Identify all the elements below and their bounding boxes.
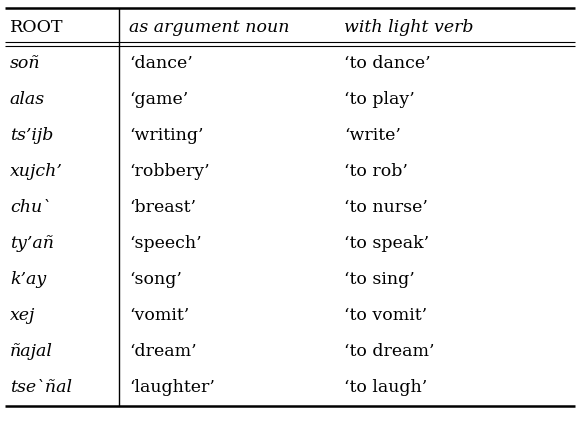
Text: alas: alas bbox=[10, 91, 45, 109]
Text: ‘writing’: ‘writing’ bbox=[129, 127, 204, 145]
Text: ‘to rob’: ‘to rob’ bbox=[345, 163, 409, 181]
Text: ‘to nurse’: ‘to nurse’ bbox=[345, 199, 428, 217]
Text: xujch’: xujch’ bbox=[10, 163, 63, 181]
Text: ty’añ: ty’añ bbox=[10, 236, 54, 253]
Text: with light verb: with light verb bbox=[345, 18, 474, 36]
Text: ‘dream’: ‘dream’ bbox=[129, 344, 197, 360]
Text: chu`: chu` bbox=[10, 199, 51, 217]
Text: ‘game’: ‘game’ bbox=[129, 91, 189, 109]
Text: ‘write’: ‘write’ bbox=[345, 127, 402, 145]
Text: ‘dance’: ‘dance’ bbox=[129, 55, 193, 73]
Text: xej: xej bbox=[10, 308, 35, 324]
Text: ts’ijb: ts’ijb bbox=[10, 127, 53, 145]
Text: ‘to play’: ‘to play’ bbox=[345, 91, 415, 109]
Text: ‘to laugh’: ‘to laugh’ bbox=[345, 380, 428, 396]
Text: ‘to vomit’: ‘to vomit’ bbox=[345, 308, 428, 324]
Text: ‘breast’: ‘breast’ bbox=[129, 199, 196, 217]
Text: ROOT: ROOT bbox=[10, 18, 63, 36]
Text: ‘speech’: ‘speech’ bbox=[129, 236, 202, 253]
Text: ‘to sing’: ‘to sing’ bbox=[345, 272, 415, 288]
Text: tse`ñal: tse`ñal bbox=[10, 380, 72, 396]
Text: as argument noun: as argument noun bbox=[129, 18, 290, 36]
Text: ‘vomit’: ‘vomit’ bbox=[129, 308, 189, 324]
Text: ‘to dance’: ‘to dance’ bbox=[345, 55, 431, 73]
Text: ‘to speak’: ‘to speak’ bbox=[345, 236, 430, 253]
Text: ‘to dream’: ‘to dream’ bbox=[345, 344, 435, 360]
Text: ñajal: ñajal bbox=[10, 344, 53, 360]
Text: ‘laughter’: ‘laughter’ bbox=[129, 380, 215, 396]
Text: k’ay: k’ay bbox=[10, 272, 46, 288]
Text: soñ: soñ bbox=[10, 55, 40, 73]
Text: ‘song’: ‘song’ bbox=[129, 272, 182, 288]
Text: ‘robbery’: ‘robbery’ bbox=[129, 163, 210, 181]
